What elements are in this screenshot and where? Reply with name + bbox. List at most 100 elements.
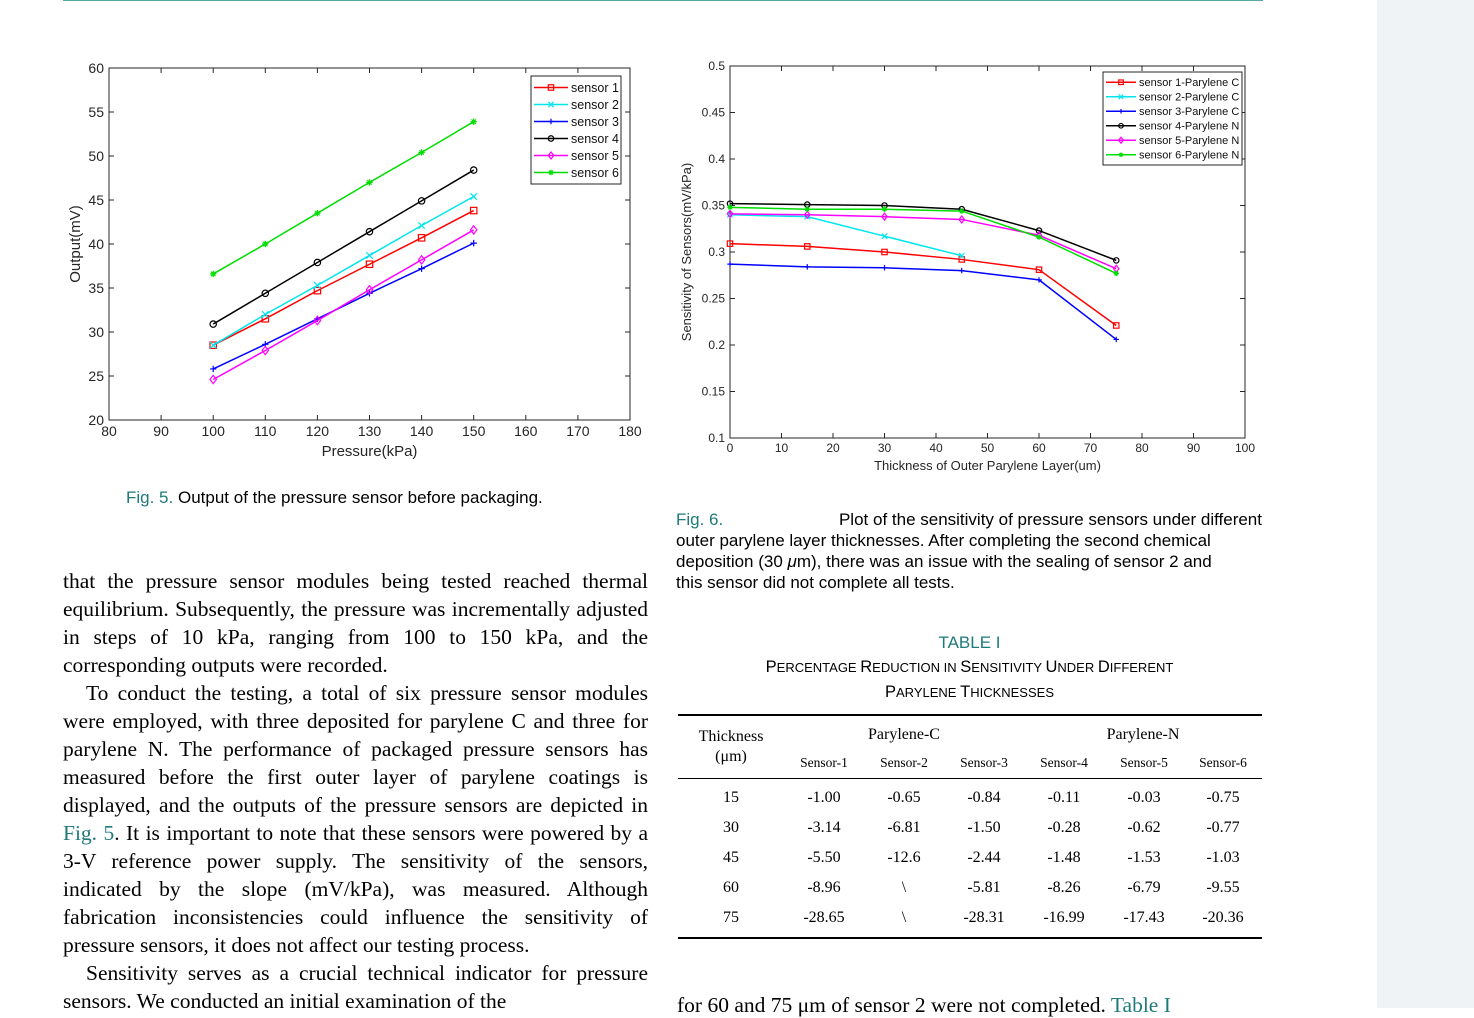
legend-marker <box>1118 79 1124 86</box>
data-point <box>1112 257 1120 264</box>
table-cell: -6.81 <box>887 819 921 836</box>
y-tick-label: 0.1 <box>708 431 725 445</box>
data-point <box>365 260 374 269</box>
table-cell: -8.96 <box>807 879 841 896</box>
data-point <box>1113 336 1119 343</box>
table-cell: -0.62 <box>1127 819 1161 836</box>
series-4 <box>209 166 478 328</box>
series-line <box>729 214 962 257</box>
table-title-line2-part: T <box>960 683 971 701</box>
data-point <box>804 264 810 270</box>
data-point <box>313 258 322 267</box>
thickness-header-label: Thickness <box>698 728 764 745</box>
data-point <box>470 239 477 247</box>
data-point <box>417 234 426 242</box>
series-line <box>212 169 475 325</box>
fig6-caption-line3a: deposition (30 <box>676 552 788 571</box>
x-tick-label: 50 <box>981 441 995 455</box>
data-point <box>210 270 217 278</box>
data-point <box>881 212 888 222</box>
fig6-caption-line3b: m), there was an issue with the sealing … <box>796 552 1212 571</box>
bottom-fragment-text: for 60 and 75 μm of sensor 2 were not co… <box>677 993 1106 1017</box>
legend-marker <box>547 150 555 161</box>
x-axis-label: Pressure(kPa) <box>322 443 418 460</box>
data-point <box>417 254 426 265</box>
table-cell: -0.77 <box>1206 819 1240 836</box>
x-tick-label: 100 <box>1235 441 1255 455</box>
legend-entry: sensor 6-Parylene N <box>1139 150 1239 162</box>
body-paragraph-1: that the pressure sensor modules being t… <box>63 569 648 677</box>
table-cell: -1.50 <box>967 819 1001 836</box>
data-point <box>803 243 811 250</box>
data-point <box>209 341 218 350</box>
legend-entry: sensor 4 <box>571 132 619 146</box>
x-tick-label: 30 <box>878 441 892 455</box>
legend-entry: sensor 1 <box>571 81 619 95</box>
data-point <box>1035 266 1043 273</box>
data-point <box>417 221 426 230</box>
sensor-5-header: Sensor-5 <box>1104 748 1184 779</box>
y-tick-label: 50 <box>88 148 104 164</box>
y-tick-label: 0.35 <box>702 199 726 213</box>
y-tick-label: 0.15 <box>702 385 726 399</box>
table-title-line1-part: U <box>1045 658 1058 676</box>
y-tick-label: 45 <box>88 192 104 208</box>
table-cell: -5.81 <box>967 879 1001 896</box>
x-tick-label: 60 <box>1032 441 1046 455</box>
table-cell: -3.14 <box>807 819 841 836</box>
data-point <box>417 197 426 205</box>
side-rail <box>1377 0 1474 1008</box>
body-p2-end: . It is important to note that these sen… <box>63 821 648 957</box>
table-label: TABLE I <box>938 633 1001 652</box>
table-cell: 60 <box>723 879 739 896</box>
data-point <box>365 284 374 295</box>
table-cell: -0.11 <box>1047 789 1081 806</box>
y-tick-label: 60 <box>88 60 104 76</box>
body-text: that the pressure sensor modules being t… <box>63 567 648 1015</box>
x-tick-label: 80 <box>101 423 117 439</box>
legend-entry: sensor 5-Parylene N <box>1139 135 1239 147</box>
table1-link[interactable]: Table I <box>1110 993 1171 1017</box>
table-cell: -1.00 <box>807 789 841 806</box>
y-axis-label: Sensitivity of Sensors(mV/kPa) <box>679 163 694 341</box>
table-cell: -1.03 <box>1206 849 1240 866</box>
y-tick-label: 0.4 <box>708 152 725 166</box>
data-point <box>209 374 218 385</box>
data-point <box>261 315 270 323</box>
data-point <box>418 265 425 272</box>
table-cell: -0.03 <box>1127 789 1161 806</box>
legend-entry: sensor 4-Parylene N <box>1139 121 1239 133</box>
table-cell: -20.36 <box>1184 903 1262 939</box>
sensor-6-header: Sensor-6 <box>1184 748 1262 779</box>
table-cell: -8.26 <box>1047 879 1081 896</box>
table-cell: -1.48 <box>1047 849 1081 866</box>
data-point <box>959 208 965 214</box>
data-point <box>469 206 478 215</box>
legend-entry: sensor 6 <box>571 166 619 180</box>
series-1 <box>209 206 478 350</box>
data-point <box>365 251 374 260</box>
data-point <box>881 233 888 240</box>
body-paragraph-2: To conduct the testing, a total of six p… <box>63 679 648 959</box>
data-point <box>469 166 478 174</box>
bottom-text-fragment: for 60 and 75 μm of sensor 2 were not co… <box>677 993 1171 1018</box>
legend-marker <box>547 135 555 142</box>
legend: sensor 1 sensor 2 sensor 3 sensor 4 sensor 5… <box>530 75 622 185</box>
fig5-chart: 80 90 100 110 120 130 140 150 160 170 180 20 25 30 35 4… <box>67 60 642 460</box>
table-cell: -12.6 <box>887 849 921 866</box>
series-2 <box>209 192 478 349</box>
y-tick-label: 0.3 <box>708 245 725 259</box>
legend-marker <box>548 169 554 176</box>
data-point <box>958 252 965 259</box>
table-cell: 15 <box>723 789 739 806</box>
table-cell: -0.65 <box>887 789 921 806</box>
data-point <box>418 149 425 156</box>
table-title-line1-part: EDUCTION IN <box>872 660 961 675</box>
table-group-header-row: Thickness (μm) Parylene-C Parylene-N <box>678 714 1262 779</box>
fig5-link[interactable]: Fig. 5 <box>63 821 115 845</box>
table-sensor-header-row: Sensor-1 Sensor-2 Sensor-3 Sensor-4 Sens… <box>678 748 1262 779</box>
legend-box <box>530 75 622 185</box>
series-line <box>212 209 475 346</box>
series-1 <box>726 240 1120 329</box>
table-cell: -0.28 <box>1047 819 1081 836</box>
